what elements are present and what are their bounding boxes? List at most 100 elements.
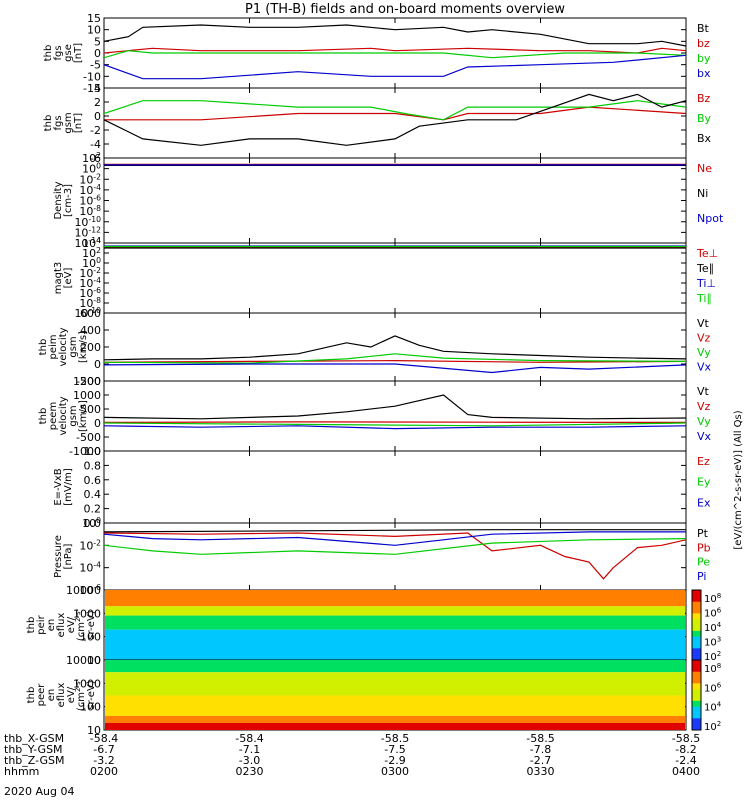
legend-bx: bx bbox=[697, 67, 711, 80]
ylabel-line: fgs bbox=[53, 115, 64, 130]
colorbar: 108 106 104 102 bbox=[691, 659, 722, 733]
ylabel-line: (cm2-s- bbox=[74, 678, 87, 711]
ylabel-line: Density bbox=[53, 181, 64, 219]
ylabel-line: Pressure bbox=[53, 535, 64, 578]
series-line-Vz bbox=[104, 421, 686, 423]
orbit-value: -7.1 bbox=[239, 743, 260, 756]
orbit-row-label: thb_Y-GSM bbox=[4, 743, 63, 756]
orbit-table: thb_X-GSM -58.4 -58.4 -58.5 -58.5 -58.5 thb_Y-… bbox=[4, 732, 700, 778]
ylabel-line: magt3 bbox=[53, 262, 64, 295]
colorbar-step bbox=[692, 654, 701, 661]
date-label: 2020 Aug 04 bbox=[4, 785, 74, 798]
ylabel-line: (cm2-s- bbox=[74, 608, 87, 641]
ylabel-line: velocity bbox=[58, 396, 69, 435]
series-line-Vx bbox=[104, 425, 686, 430]
heat-band bbox=[105, 590, 685, 607]
colorbar-tick: 108 bbox=[704, 592, 721, 605]
legend-Ne: Ne bbox=[697, 162, 712, 175]
orbit-value: 0230 bbox=[236, 765, 264, 778]
orbit-value: 0200 bbox=[90, 765, 118, 778]
ylabel-line: fgs bbox=[53, 45, 64, 60]
orbit-value: -7.8 bbox=[530, 743, 551, 756]
ylabel-line: [km/s] bbox=[78, 331, 89, 363]
ytick-label: 104 bbox=[82, 236, 101, 250]
series-line-bx bbox=[104, 54, 686, 80]
legend-Pt: Pt bbox=[697, 527, 709, 540]
ylabel-line: sr-eV) bbox=[86, 680, 97, 709]
legend-Ex: Ex bbox=[697, 496, 711, 509]
ylabel-line: peem bbox=[48, 402, 59, 430]
colorbar-step bbox=[692, 595, 701, 603]
panel-ylabel: thb fgs gsm [nT] bbox=[43, 112, 84, 133]
ytick-label: 10-6 bbox=[79, 286, 101, 300]
legend-Ey: Ey bbox=[697, 476, 711, 489]
colorbar-frame bbox=[691, 659, 702, 731]
series-line-Pb bbox=[104, 532, 686, 580]
ytick-label: 10-2 bbox=[79, 538, 101, 552]
ylabel-line: thb bbox=[43, 45, 54, 62]
legend-Pe: Pe bbox=[697, 556, 710, 569]
series-line-Vt bbox=[104, 394, 686, 420]
ytick-label: -10 bbox=[83, 70, 101, 83]
ytick-label: 4 bbox=[94, 82, 101, 95]
ytick-label: 10000 bbox=[66, 584, 101, 597]
orbit-value: -7.5 bbox=[384, 743, 405, 756]
heat-band bbox=[105, 722, 685, 730]
ylabel-line: thb bbox=[26, 687, 37, 704]
colorbar-step bbox=[692, 619, 701, 626]
ytick-label: 10-2 bbox=[79, 172, 101, 186]
ytick-label: 0.8 bbox=[84, 459, 102, 472]
colorbar-tick: 104 bbox=[704, 621, 722, 634]
panel-frame bbox=[103, 450, 687, 524]
series-line-Vx bbox=[104, 363, 686, 374]
colorbar-tick: 104 bbox=[704, 701, 722, 714]
panel-ylabel: Density [cm-3] bbox=[53, 181, 74, 219]
panel-ylabel: thb peer en eflux eV/(cm2-s-sr-eV) bbox=[26, 678, 97, 711]
ytick-label: 100 bbox=[80, 701, 101, 714]
panel-peer_eflux: thb peer en eflux eV/(cm2-s-sr-eV) 10000 1000 1… bbox=[26, 654, 722, 737]
ylabel-line: [nPa] bbox=[63, 543, 74, 569]
panel-frame bbox=[103, 87, 687, 159]
series-line-Vz bbox=[104, 359, 686, 363]
panel-ylabel: thb peir en eflux eV/(cm2-s-sr-eV) bbox=[26, 608, 97, 641]
panel-frame bbox=[103, 522, 687, 591]
ytick-label: 10-2 bbox=[79, 266, 101, 280]
panel-frame bbox=[103, 157, 687, 244]
legend-bz: bz bbox=[697, 37, 710, 50]
orbit-value: -6.7 bbox=[93, 743, 114, 756]
ytick-label: 10-12 bbox=[74, 225, 101, 239]
colorbar-step bbox=[692, 689, 701, 696]
series-line-Bt bbox=[104, 24, 686, 47]
heat-band bbox=[105, 672, 685, 696]
heat-band bbox=[105, 606, 685, 616]
orbit-value: -2.7 bbox=[530, 754, 551, 767]
ylabel-line: gsm bbox=[68, 405, 79, 426]
ylabel-line: [nT] bbox=[73, 113, 84, 133]
panel-frame bbox=[103, 242, 687, 314]
ytick-label: -6 bbox=[90, 152, 101, 165]
ytick-label: 1000 bbox=[73, 389, 101, 402]
heat-band bbox=[105, 615, 685, 630]
ytick-label: 10-8 bbox=[79, 204, 101, 218]
orbit-value: 0400 bbox=[672, 765, 700, 778]
colorbar-step bbox=[692, 665, 701, 673]
colorbar-step bbox=[692, 706, 701, 713]
ytick-label: 600 bbox=[80, 307, 101, 320]
panel-frame bbox=[103, 312, 687, 382]
orbit-value: -3.2 bbox=[93, 754, 114, 767]
ytick-label: 0.6 bbox=[84, 474, 102, 487]
series-line-Vt bbox=[104, 335, 686, 361]
heat-band bbox=[105, 660, 685, 673]
legend-Pb: Pb bbox=[697, 541, 711, 554]
legend-Ti⊥: Ti⊥ bbox=[696, 277, 716, 290]
colorbar-step bbox=[692, 590, 701, 597]
ylabel-line: thb bbox=[26, 617, 37, 634]
ytick-label: 100 bbox=[82, 516, 101, 530]
legend-Vx: Vx bbox=[697, 430, 712, 443]
ytick-label: 1500 bbox=[73, 375, 101, 388]
legend-Vt: Vt bbox=[697, 385, 710, 398]
orbit-value: -58.5 bbox=[381, 732, 409, 745]
